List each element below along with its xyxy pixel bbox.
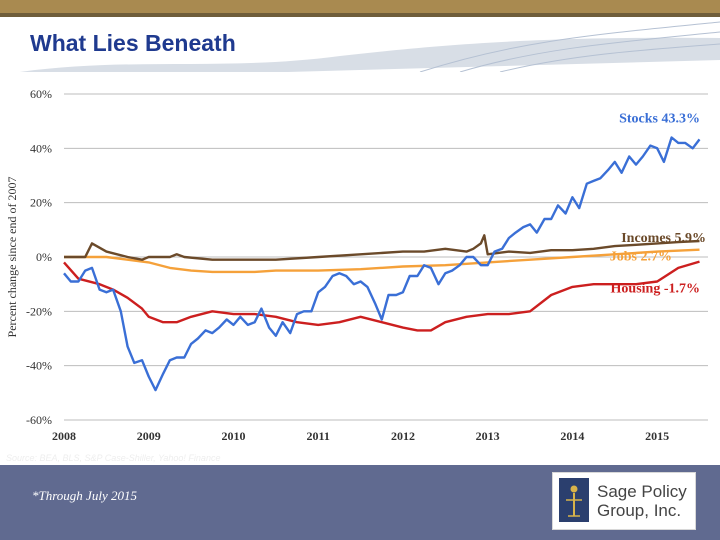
title-bar-decoration	[0, 0, 720, 72]
series-line-jobs	[64, 248, 700, 274]
series-label-incomes: Incomes 5.9%	[621, 231, 706, 246]
y-tick-label: -20%	[26, 304, 52, 318]
series-line-stocks	[63, 136, 701, 392]
series-line-incomes	[64, 234, 700, 261]
chart-background	[0, 74, 720, 454]
x-tick-label: 2015	[645, 429, 669, 443]
y-tick-label: -40%	[26, 359, 52, 373]
x-tick-label: 2012	[391, 429, 415, 443]
x-tick-label: 2013	[476, 429, 500, 443]
company-logo: Sage Policy Group, Inc.	[552, 472, 696, 530]
logo-line-1: Sage Policy	[597, 482, 687, 501]
series-label-stocks: Stocks 43.3%	[619, 111, 700, 126]
logo-line-2: Group, Inc.	[597, 501, 682, 520]
y-tick-label: -60%	[26, 413, 52, 427]
y-tick-label: 60%	[30, 87, 52, 101]
line-chart: 60% 40% 20% 0% -20% -40% -60%2008 2009 2010 2011 2…	[0, 74, 720, 454]
series-label-jobs: Jobs 2.7%	[610, 250, 672, 265]
x-tick-label: 2008	[52, 429, 76, 443]
y-tick-label: 0%	[36, 250, 52, 264]
slide-title: What Lies Beneath	[30, 30, 236, 56]
footnote: *Through July 2015	[32, 488, 137, 503]
source-note: Source: BEA, BLS, S&P Case-Shiller, Yaho…	[6, 453, 221, 463]
series-label-housing: Housing -1.7%	[611, 282, 700, 297]
x-tick-label: 2010	[221, 429, 245, 443]
x-tick-label: 2011	[307, 429, 330, 443]
y-tick-label: 40%	[30, 141, 52, 155]
x-tick-label: 2014	[560, 429, 584, 443]
y-axis-label: Percent change since end of 2007	[5, 177, 19, 338]
x-tick-label: 2009	[137, 429, 161, 443]
series-line-housing	[63, 260, 700, 332]
sage-logo-mark-icon	[559, 478, 589, 522]
y-tick-label: 20%	[30, 196, 52, 210]
